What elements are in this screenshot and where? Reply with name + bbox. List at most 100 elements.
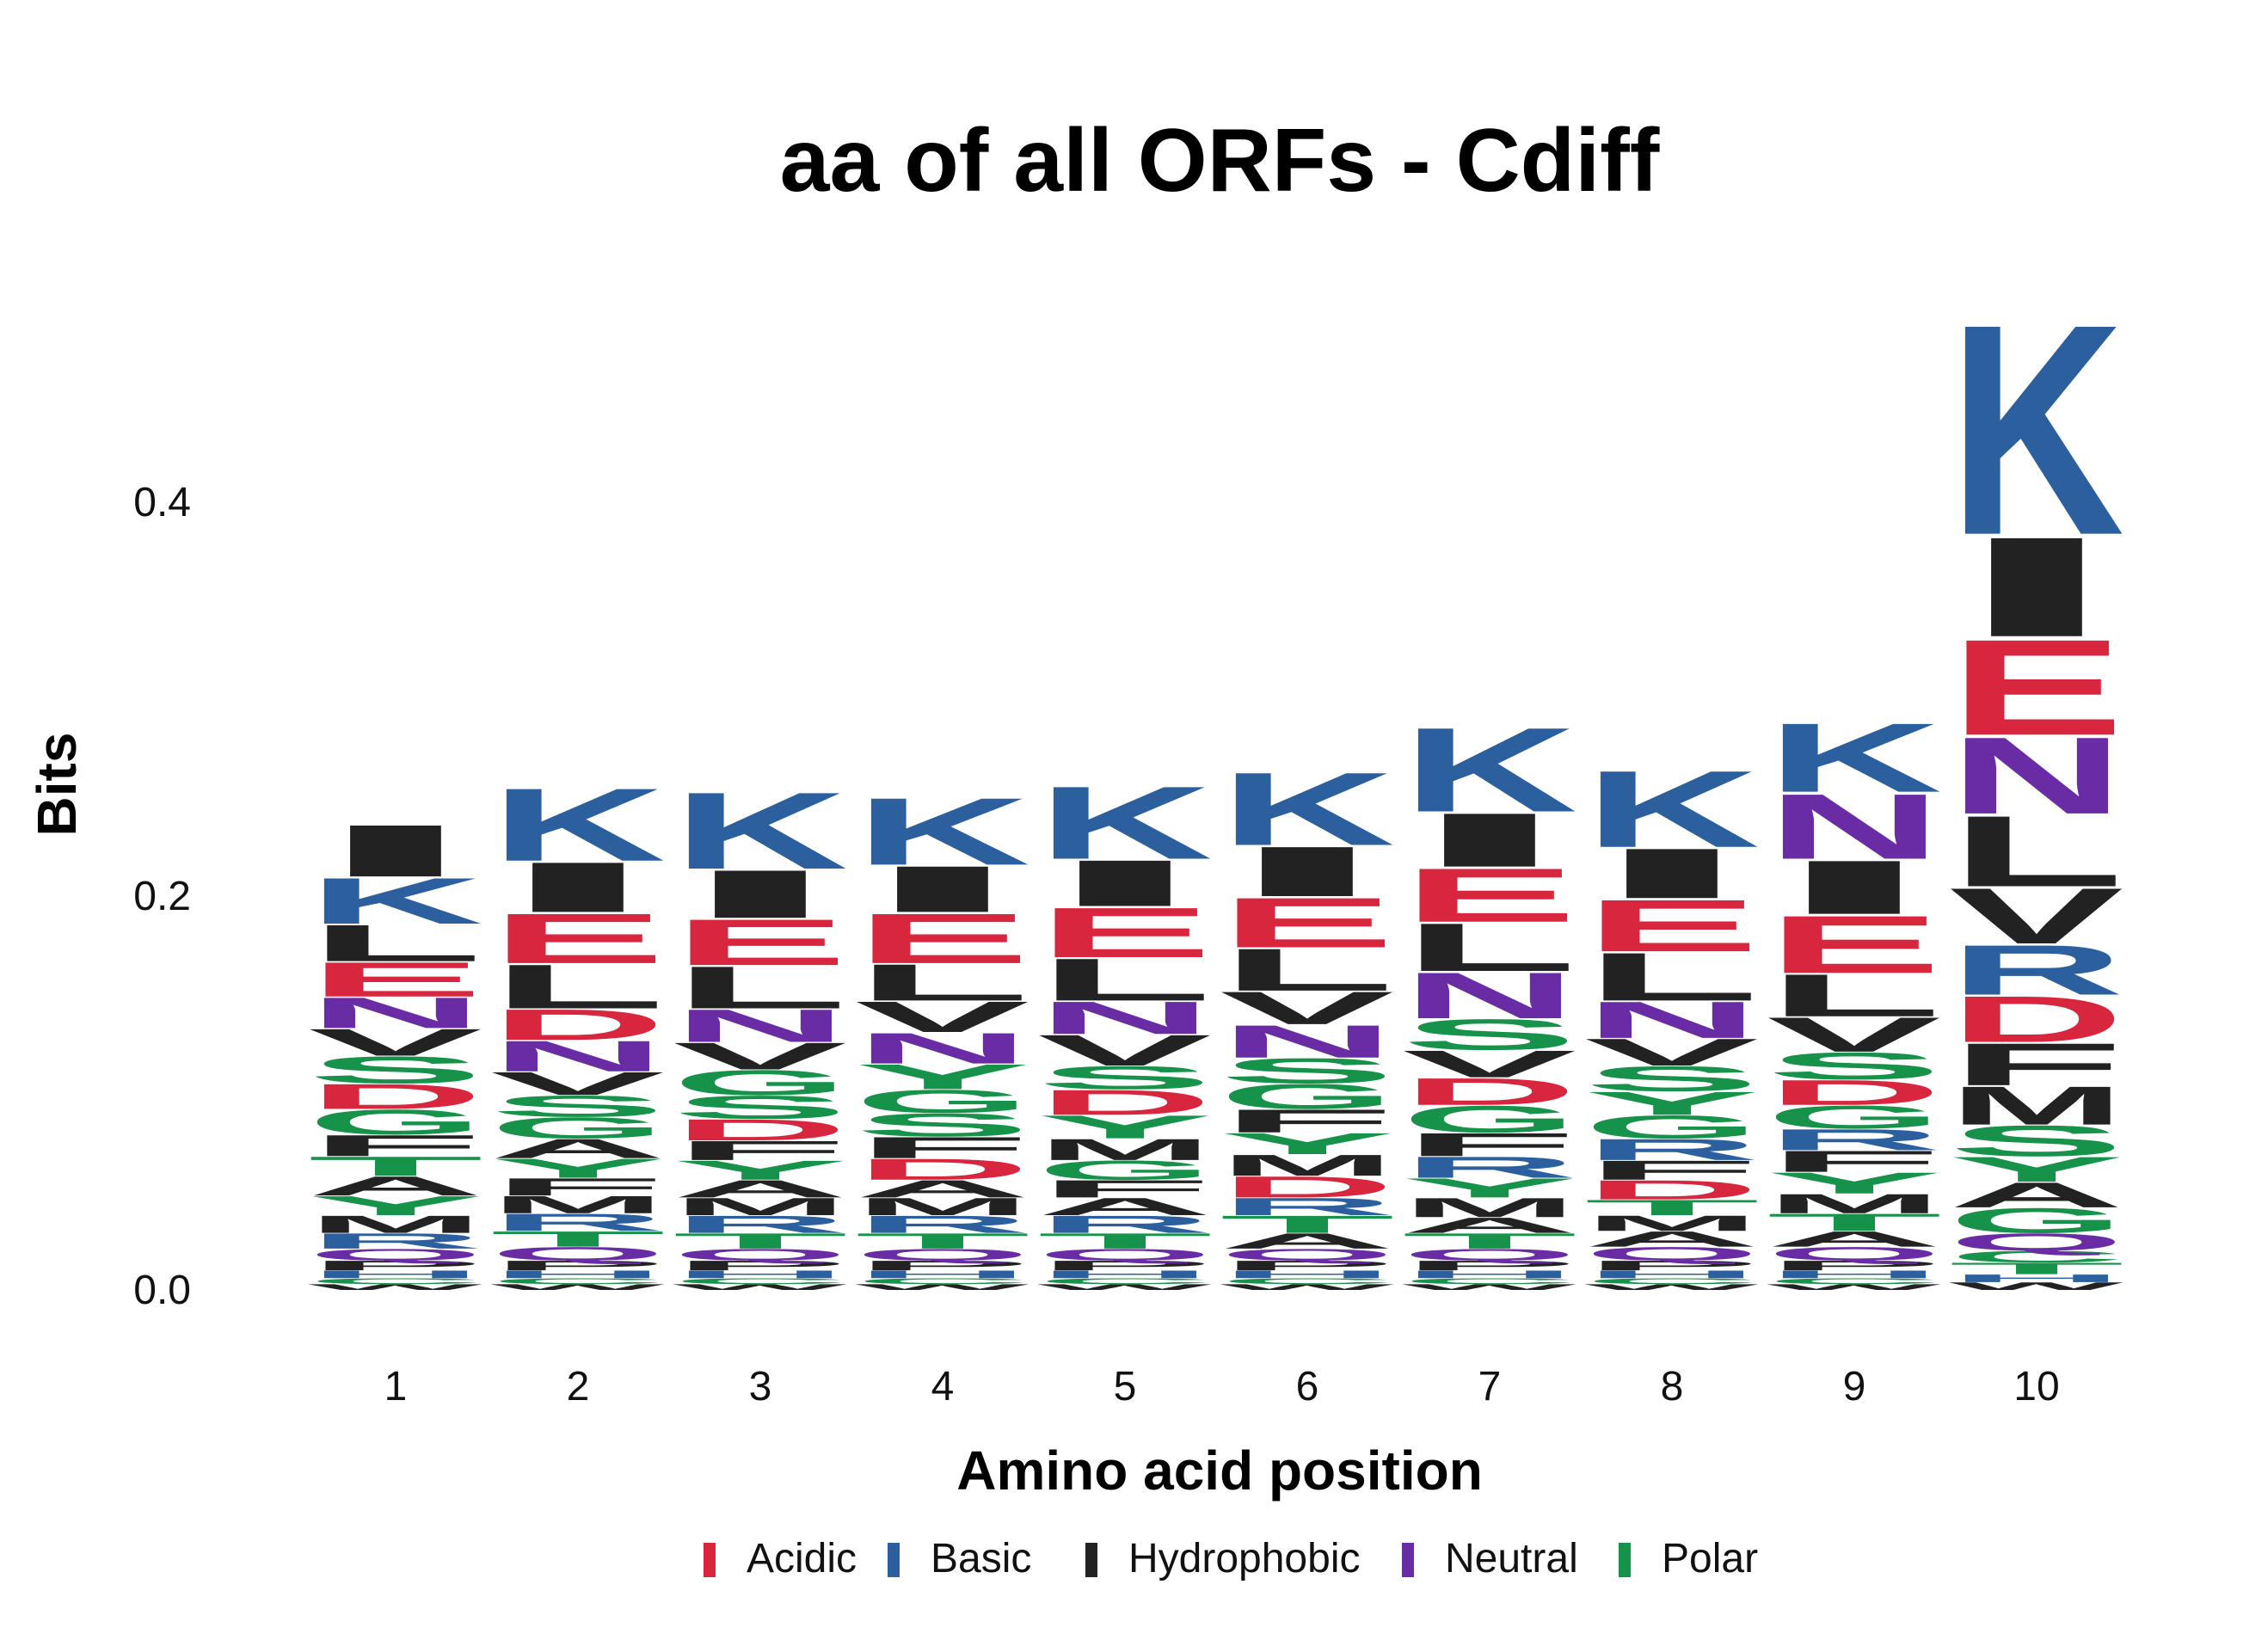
logo-letter-F: F [1767, 1145, 1942, 1178]
logo-letter-G: G [1402, 1098, 1577, 1141]
x-tick-label: 1 [384, 1364, 408, 1409]
logo-letter-P: P [490, 1258, 666, 1274]
logo-letter-I: I [1402, 797, 1577, 882]
logo-letter-N: N [308, 989, 483, 1038]
logo-letter-S: S [490, 1090, 666, 1123]
logo-letter-H: H [1584, 1268, 1760, 1280]
logo-letter-P: P [673, 1258, 848, 1274]
logo-letter-I: I [673, 856, 848, 932]
logo-letter-P: P [1584, 1258, 1760, 1274]
logo-letter-F: F [855, 1131, 1030, 1164]
logo-letter-L: L [1767, 962, 1942, 1029]
legend-item-basic: Basic [888, 1536, 1031, 1581]
logo-letter-R: R [673, 1211, 848, 1238]
logo-letter-T: T [490, 1227, 666, 1251]
logo-letter-Q: Q [673, 1246, 848, 1264]
logo-letter-V: V [1037, 1026, 1212, 1075]
x-tick-label: 2 [567, 1364, 590, 1409]
logo-letter-R: R [490, 1208, 666, 1236]
logo-letter-V: V [1949, 871, 2124, 960]
logo-letter-W: W [673, 1282, 847, 1292]
logo-letter-I: I [1767, 844, 1942, 930]
logo-letter-K: K [1037, 765, 1213, 881]
logo-letter-Y: Y [673, 1155, 848, 1186]
logo-letter-W: W [308, 1282, 482, 1292]
logo-letter-S: S [1402, 1010, 1577, 1059]
logo-letter-I: I [1037, 846, 1213, 919]
legend-label: Polar [1662, 1536, 1758, 1581]
logo-letter-A: A [1767, 1227, 1942, 1251]
logo-letter-N: N [855, 1024, 1030, 1073]
logo-letter-W: W [1037, 1282, 1212, 1292]
x-tick-label: 9 [1843, 1364, 1866, 1409]
logo-letter-T: T [1402, 1229, 1577, 1253]
logo-letter-D: D [855, 1152, 1030, 1186]
legend-swatch [1085, 1543, 1097, 1577]
logo-letter-A: A [490, 1133, 666, 1164]
logo-letter-I: I [855, 852, 1030, 925]
logo-letter-V: V [1220, 982, 1394, 1034]
logo-letter-M: M [855, 1193, 1030, 1220]
logo-letter-L: L [490, 952, 666, 1023]
logo-letter-M: M [1220, 1149, 1395, 1182]
logo-letter-H: H [1767, 1268, 1942, 1280]
logo-letter-E: E [1037, 893, 1213, 972]
logo-letter-K: K [1402, 703, 1577, 837]
legend-item-acidic: Acidic [704, 1536, 857, 1581]
logo-letter-M: M [308, 1211, 483, 1238]
logo-letter-C: C [1767, 1277, 1942, 1287]
logo-letter-W: W [490, 1282, 665, 1292]
logo-letter-E: E [1584, 885, 1760, 967]
logo-letter-C: C [855, 1277, 1030, 1287]
logo-letter-W: W [1220, 1282, 1394, 1292]
x-tick-label: 4 [931, 1364, 955, 1409]
logo-letter-P: P [855, 1258, 1030, 1274]
logo-letter-P: P [1767, 1258, 1942, 1274]
logo-letter-E: E [308, 952, 483, 1007]
logo-letter-T: T [308, 1151, 483, 1182]
logo-letter-H: H [1220, 1268, 1395, 1280]
logo-letter-L: L [855, 954, 1030, 1011]
logo-letter-D: D [1584, 1175, 1760, 1206]
logo-letter-R: R [1220, 1193, 1395, 1220]
logo-letter-Q: Q [1402, 1246, 1577, 1264]
logo-letter-L: L [308, 914, 483, 972]
logo-letter-K: K [1949, 262, 2124, 599]
logo-letter-F: F [490, 1173, 666, 1201]
logo-letter-G: G [1037, 1155, 1213, 1186]
logo-letter-K: K [1220, 751, 1395, 867]
legend-label: Acidic [747, 1536, 857, 1581]
logo-letter-S: S [1584, 1059, 1760, 1098]
logo-letter-I: I [308, 809, 483, 892]
legend-swatch [1619, 1543, 1631, 1577]
logo-letter-V: V [1767, 1007, 1941, 1062]
logo-letter-C: C [673, 1277, 848, 1287]
logo-letter-H: H [855, 1268, 1030, 1280]
logo-letter-N: N [1767, 775, 1942, 879]
logo-letter-N: N [1949, 715, 2124, 837]
logo-letter-K: K [308, 864, 483, 937]
logo-letter-L: L [673, 955, 848, 1022]
logo-letter-R: R [1402, 1151, 1577, 1184]
logo-letter-S: S [855, 1107, 1030, 1144]
y-tick-label: 0.4 [133, 480, 191, 525]
logo-letter-H: H [673, 1268, 848, 1280]
logo-letter-Y: Y [1584, 1085, 1760, 1122]
logo-letter-T: T [1584, 1195, 1760, 1219]
logo-letter-D: D [1949, 982, 2124, 1055]
logo-letter-Y: Y [490, 1153, 666, 1184]
x-tick-label: 8 [1661, 1364, 1684, 1409]
logo-letter-P: P [1220, 1258, 1395, 1274]
logo-letter-L: L [1220, 937, 1395, 1004]
logo-letter-L: L [1949, 795, 2124, 908]
logo-letter-G: G [1767, 1099, 1942, 1136]
logo-letter-R: R [1584, 1133, 1760, 1166]
logo-letter-G: G [673, 1063, 848, 1102]
logo-letter-F: F [1949, 1031, 2124, 1098]
logo-letter-Y: Y [1949, 1150, 2124, 1189]
logo-letter-F: F [1402, 1127, 1577, 1164]
logo-letter-Q: Q [308, 1246, 483, 1264]
logo-letter-Y: Y [1767, 1166, 1942, 1200]
